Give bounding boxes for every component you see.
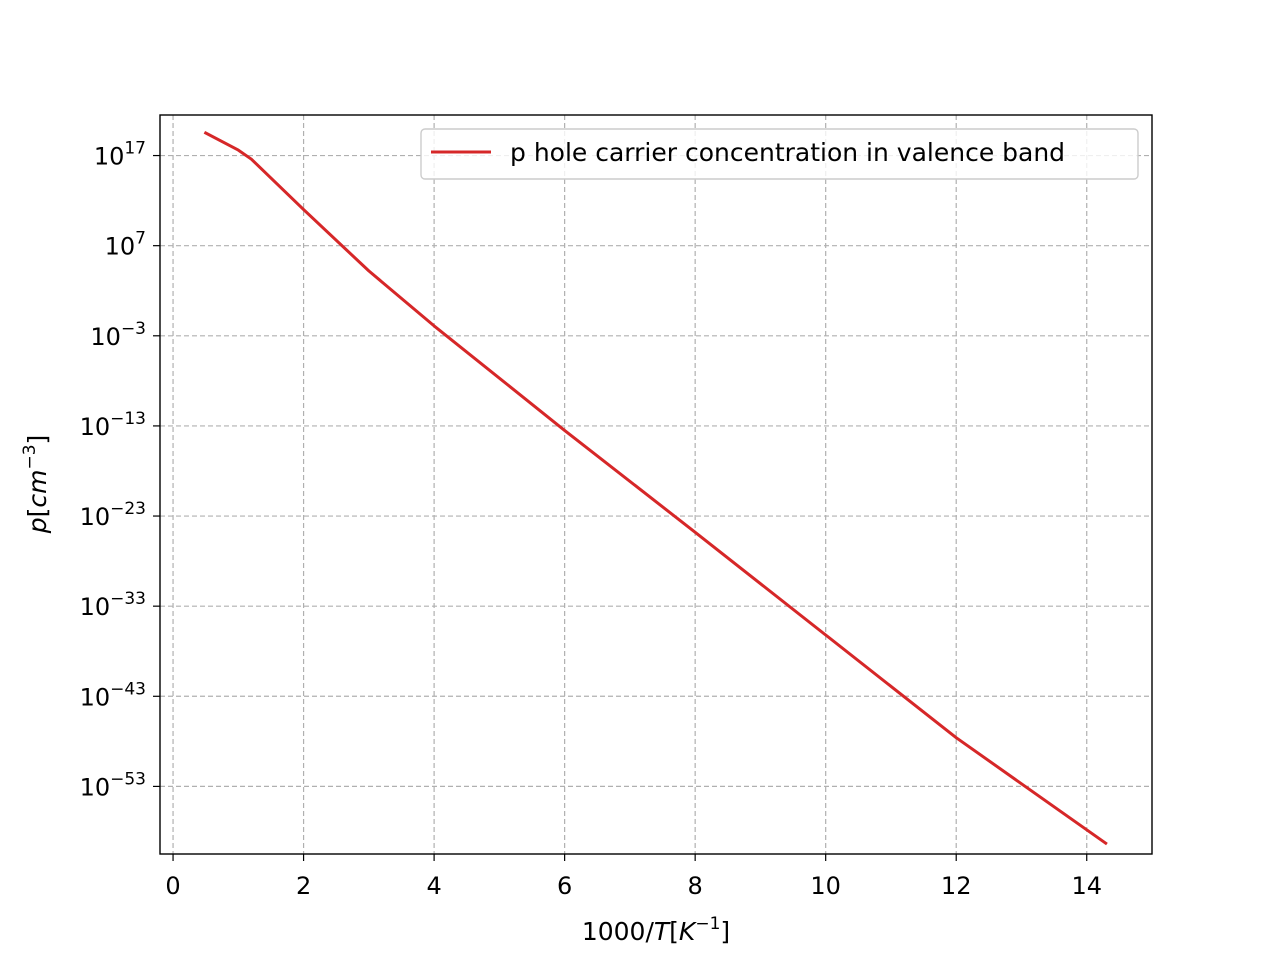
x-axis-label: 1000/T[K−1]: [582, 914, 730, 946]
x-axis: 0 2 4 6 8 10 12 14: [165, 854, 1102, 900]
x-tick-label: 0: [165, 872, 180, 900]
y-tick-label-base: 10: [90, 323, 121, 351]
x-tick-label: 10: [810, 872, 841, 900]
y-axis-label: p[cm−3]: [20, 435, 52, 535]
y-tick-label: 1017: [94, 139, 146, 171]
y-tick-label-exponent: −43: [110, 679, 146, 699]
y-tick-label-exponent: −13: [110, 409, 146, 429]
y-tick-label: 10−13: [80, 409, 146, 441]
y-tick-label-base: 10: [80, 503, 111, 531]
plot-frame: [159, 114, 1153, 855]
y-tick-label: 10−33: [80, 589, 146, 621]
legend: p hole carrier concentration in valence …: [420, 128, 1139, 180]
y-tick-label: 10−43: [80, 679, 146, 711]
y-tick-label-base: 10: [80, 773, 111, 801]
y-tick-label-base: 10: [94, 143, 125, 171]
grid-lines: [160, 115, 1152, 854]
y-tick-label-exponent: −3: [121, 319, 146, 339]
y-tick-label: 107: [105, 229, 146, 261]
series-line: [203, 130, 1108, 846]
y-tick-label: 10−53: [80, 769, 146, 801]
x-tick-label: 6: [557, 872, 572, 900]
y-tick-label-exponent: −33: [110, 589, 146, 609]
y-tick-label: 10−3: [90, 319, 146, 351]
y-tick-label-base: 10: [80, 593, 111, 621]
y-tick-label-exponent: 7: [135, 229, 146, 249]
y-tick-label-exponent: −23: [110, 499, 146, 519]
y-tick-label-base: 10: [80, 683, 111, 711]
y-tick-label: 10−23: [80, 499, 146, 531]
y-tick-label-base: 10: [80, 413, 111, 441]
y-tick-label-base: 10: [105, 233, 136, 261]
legend-label: p hole carrier concentration in valence …: [510, 138, 1065, 167]
x-tick-label: 12: [941, 872, 972, 900]
x-tick-label: 8: [688, 872, 703, 900]
legend-box: [420, 128, 1139, 180]
series-layer: [203, 130, 1108, 846]
x-tick-label: 2: [296, 872, 311, 900]
y-tick-label-exponent: −53: [110, 769, 146, 789]
x-tick-label: 14: [1071, 872, 1102, 900]
y-tick-label-exponent: 17: [124, 139, 146, 159]
x-tick-label: 4: [426, 872, 441, 900]
